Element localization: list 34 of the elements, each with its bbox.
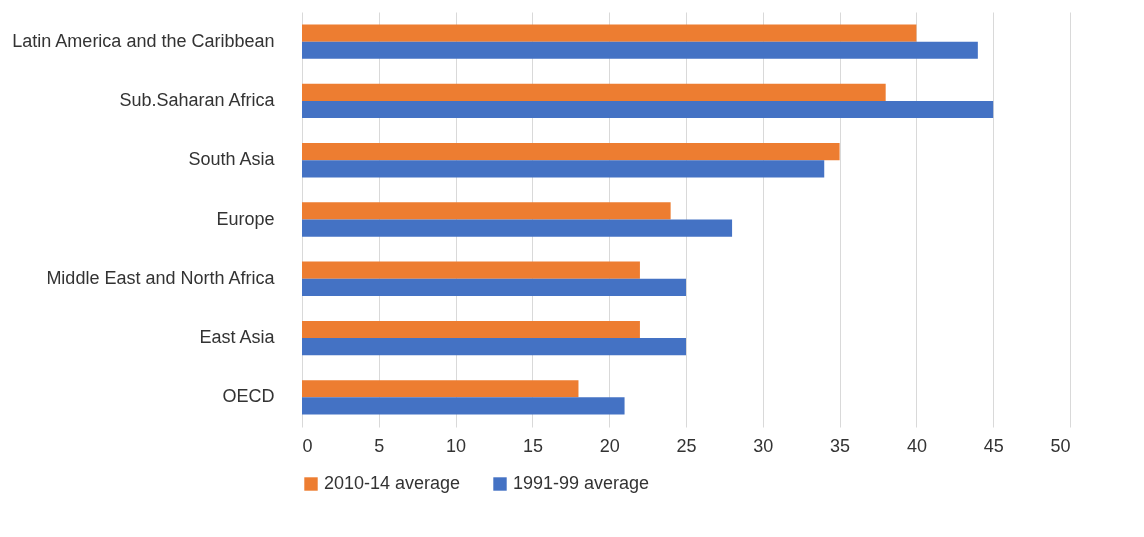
bar: [302, 143, 840, 161]
bar: [302, 219, 733, 237]
bar: [302, 100, 994, 119]
y-tick-label: Sub.Saharan Africa: [119, 89, 276, 110]
x-tick-label: 45: [983, 435, 1004, 456]
x-tick-label: 0: [302, 435, 313, 456]
y-tick-label: OECD: [222, 386, 275, 407]
bar: [302, 278, 686, 296]
x-tick-label: 20: [599, 435, 620, 456]
bar: [302, 83, 886, 101]
bar: [302, 380, 579, 398]
x-tick-label: 40: [906, 435, 927, 456]
x-tick-label: 25: [676, 435, 697, 456]
y-tick-label: South Asia: [188, 149, 276, 170]
x-tick-label: 35: [830, 435, 851, 456]
y-tick-label: East Asia: [199, 327, 276, 348]
x-tick-label: 15: [522, 435, 543, 456]
x-tick-label: 5: [374, 435, 385, 456]
y-tick-label: Europe: [216, 208, 275, 229]
legend-label: 1991-99 average: [513, 473, 650, 493]
bar: [302, 320, 640, 339]
bar: [302, 338, 686, 356]
y-tick-label: Latin America and the Caribbean: [12, 30, 275, 51]
y-tick-label: Middle East and North Africa: [46, 267, 276, 288]
bar: [302, 202, 671, 220]
legend-label: 2010-14 average: [324, 473, 461, 493]
x-tick-label: 10: [446, 435, 467, 456]
x-tick-label: 50: [1050, 435, 1071, 456]
x-tick-label: 30: [753, 435, 774, 456]
bar: [302, 24, 917, 42]
bar: [302, 41, 978, 59]
bar: [302, 261, 640, 279]
bar: [302, 397, 625, 415]
bar: [302, 160, 825, 178]
